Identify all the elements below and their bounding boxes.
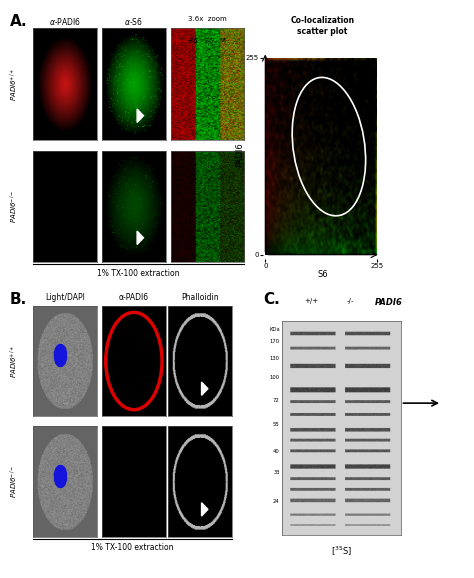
Polygon shape [137,231,144,244]
Text: Light/DAPI: Light/DAPI [45,293,85,302]
Text: B.: B. [9,292,27,307]
Text: A.: A. [9,14,27,29]
Text: Phalloidin: Phalloidin [182,293,219,302]
Text: P6   S6   M: P6 S6 M [189,38,226,43]
Text: $\alpha$-PADI6: $\alpha$-PADI6 [49,16,81,27]
Text: $\alpha$-S6: $\alpha$-S6 [124,16,144,27]
Text: 3.6x  zoom: 3.6x zoom [188,16,227,21]
Text: 40: 40 [273,449,280,454]
Y-axis label: PADI6: PADI6 [236,142,245,166]
Text: PADI6$^{-/-}$: PADI6$^{-/-}$ [9,190,20,223]
Text: 1% TX-100 extraction: 1% TX-100 extraction [91,543,174,553]
Text: 33: 33 [273,470,280,475]
Text: 170: 170 [270,339,280,343]
Text: PADI6$^{+/+}$: PADI6$^{+/+}$ [9,344,20,377]
Text: 130: 130 [270,355,280,361]
Text: PADI6: PADI6 [375,298,402,307]
Text: 100: 100 [270,375,280,380]
Text: KDa: KDa [269,327,280,332]
Text: 1% TX-100 extraction: 1% TX-100 extraction [97,269,180,278]
Polygon shape [137,109,144,123]
Text: 72: 72 [273,398,280,403]
Text: 24: 24 [273,499,280,504]
Text: C.: C. [263,292,280,307]
Text: [$^{35}$S]: [$^{35}$S] [331,545,352,558]
X-axis label: S6: S6 [317,270,328,279]
Text: PADI6$^{-/-}$: PADI6$^{-/-}$ [9,465,20,498]
Text: Co-localization
scatter plot: Co-localization scatter plot [290,16,355,36]
Text: 55: 55 [273,422,280,427]
Text: +/+: +/+ [305,298,319,303]
Text: α-PADI6: α-PADI6 [119,293,149,302]
Text: PADI6$^{+/+}$: PADI6$^{+/+}$ [9,68,20,101]
Polygon shape [201,503,208,516]
Polygon shape [201,382,208,395]
Text: -/-: -/- [347,298,355,303]
